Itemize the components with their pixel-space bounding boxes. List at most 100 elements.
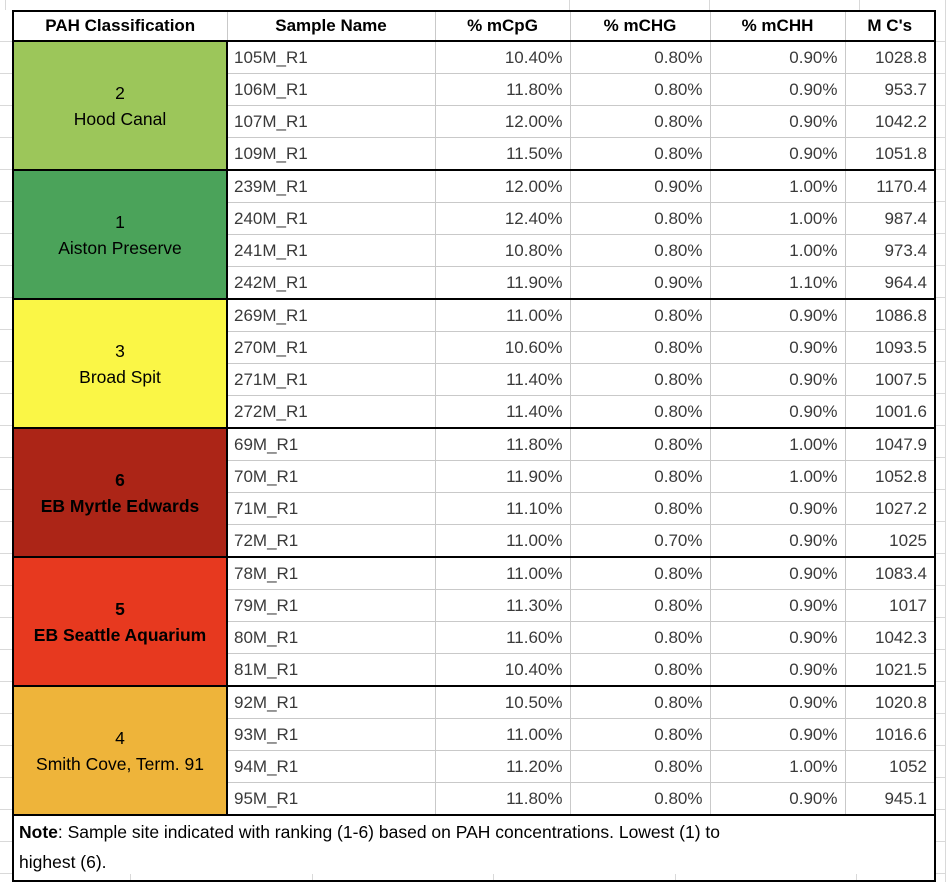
sample-name-cell[interactable]: 271M_R1 [226, 363, 436, 396]
classification-cell[interactable]: 2 Hood Canal [12, 40, 228, 171]
sample-name-cell[interactable]: 270M_R1 [226, 331, 436, 364]
mcpg-cell[interactable]: 11.10% [434, 492, 571, 525]
mcpg-cell[interactable]: 11.40% [434, 363, 571, 396]
mcpg-cell[interactable]: 11.60% [434, 621, 571, 654]
mcs-cell[interactable]: 1007.5 [844, 363, 936, 396]
mcs-cell[interactable]: 1017 [844, 589, 936, 622]
sample-name-cell[interactable]: 81M_R1 [226, 653, 436, 687]
sample-name-cell[interactable]: 71M_R1 [226, 492, 436, 525]
mchg-cell[interactable]: 0.80% [569, 427, 711, 461]
sample-name-cell[interactable]: 92M_R1 [226, 685, 436, 719]
sample-name-cell[interactable]: 272M_R1 [226, 395, 436, 429]
mchh-cell[interactable]: 0.90% [709, 653, 846, 687]
mcs-cell[interactable]: 953.7 [844, 73, 936, 106]
mchh-cell[interactable]: 1.00% [709, 202, 846, 235]
mchh-cell[interactable]: 0.90% [709, 718, 846, 751]
mchh-cell[interactable]: 0.90% [709, 524, 846, 558]
mchh-cell[interactable]: 0.90% [709, 621, 846, 654]
mcs-cell[interactable]: 1016.6 [844, 718, 936, 751]
mchh-cell[interactable]: 0.90% [709, 363, 846, 396]
sample-name-cell[interactable]: 93M_R1 [226, 718, 436, 751]
sample-name-cell[interactable]: 105M_R1 [226, 40, 436, 74]
mchg-cell[interactable]: 0.80% [569, 782, 711, 816]
column-header-mcpg[interactable]: % mCpG [434, 10, 571, 42]
sample-name-cell[interactable]: 239M_R1 [226, 169, 436, 203]
sample-name-cell[interactable]: 109M_R1 [226, 137, 436, 171]
classification-cell[interactable]: 3 Broad Spit [12, 298, 228, 429]
mcs-cell[interactable]: 1042.2 [844, 105, 936, 138]
mcs-cell[interactable]: 1025 [844, 524, 936, 558]
mchh-cell[interactable]: 0.90% [709, 40, 846, 74]
mchg-cell[interactable]: 0.80% [569, 718, 711, 751]
mchg-cell[interactable]: 0.80% [569, 685, 711, 719]
mcpg-cell[interactable]: 11.80% [434, 427, 571, 461]
mchh-cell[interactable]: 1.00% [709, 427, 846, 461]
column-header-pah-classification[interactable]: PAH Classification [12, 10, 228, 42]
mchh-cell[interactable]: 0.90% [709, 589, 846, 622]
mchg-cell[interactable]: 0.80% [569, 621, 711, 654]
mchg-cell[interactable]: 0.90% [569, 266, 711, 300]
mchg-cell[interactable]: 0.80% [569, 395, 711, 429]
mcs-cell[interactable]: 1042.3 [844, 621, 936, 654]
mcpg-cell[interactable]: 11.80% [434, 782, 571, 816]
mcpg-cell[interactable]: 10.60% [434, 331, 571, 364]
mchh-cell[interactable]: 0.90% [709, 331, 846, 364]
mcpg-cell[interactable]: 10.80% [434, 234, 571, 267]
mcs-cell[interactable]: 1083.4 [844, 556, 936, 590]
mchh-cell[interactable]: 1.00% [709, 460, 846, 493]
mcpg-cell[interactable]: 11.20% [434, 750, 571, 783]
mchh-cell[interactable]: 0.90% [709, 492, 846, 525]
mchg-cell[interactable]: 0.80% [569, 556, 711, 590]
mcs-cell[interactable]: 1021.5 [844, 653, 936, 687]
sample-name-cell[interactable]: 95M_R1 [226, 782, 436, 816]
mcpg-cell[interactable]: 11.00% [434, 718, 571, 751]
mchh-cell[interactable]: 1.00% [709, 169, 846, 203]
sample-name-cell[interactable]: 269M_R1 [226, 298, 436, 332]
mcs-cell[interactable]: 1086.8 [844, 298, 936, 332]
mchg-cell[interactable]: 0.70% [569, 524, 711, 558]
classification-cell[interactable]: 4 Smith Cove, Term. 91 [12, 685, 228, 816]
mcs-cell[interactable]: 1047.9 [844, 427, 936, 461]
mcs-cell[interactable]: 1052.8 [844, 460, 936, 493]
note-cell[interactable]: Note: Sample site indicated with ranking… [12, 814, 936, 882]
mcpg-cell[interactable]: 11.90% [434, 460, 571, 493]
mcs-cell[interactable]: 987.4 [844, 202, 936, 235]
mchg-cell[interactable]: 0.80% [569, 105, 711, 138]
mcs-cell[interactable]: 1001.6 [844, 395, 936, 429]
classification-cell[interactable]: 5 EB Seattle Aquarium [12, 556, 228, 687]
mchh-cell[interactable]: 0.90% [709, 395, 846, 429]
mchh-cell[interactable]: 0.90% [709, 298, 846, 332]
sample-name-cell[interactable]: 70M_R1 [226, 460, 436, 493]
mcpg-cell[interactable]: 12.40% [434, 202, 571, 235]
mchh-cell[interactable]: 0.90% [709, 685, 846, 719]
column-header-mcs[interactable]: M C's [844, 10, 936, 42]
mcs-cell[interactable]: 1052 [844, 750, 936, 783]
sample-name-cell[interactable]: 242M_R1 [226, 266, 436, 300]
sample-name-cell[interactable]: 79M_R1 [226, 589, 436, 622]
mcpg-cell[interactable]: 11.80% [434, 73, 571, 106]
mchh-cell[interactable]: 0.90% [709, 556, 846, 590]
column-header-mchg[interactable]: % mCHG [569, 10, 711, 42]
mchg-cell[interactable]: 0.80% [569, 750, 711, 783]
mchg-cell[interactable]: 0.80% [569, 73, 711, 106]
column-header-mchh[interactable]: % mCHH [709, 10, 846, 42]
mchh-cell[interactable]: 0.90% [709, 105, 846, 138]
mchg-cell[interactable]: 0.80% [569, 492, 711, 525]
mchg-cell[interactable]: 0.80% [569, 653, 711, 687]
sample-name-cell[interactable]: 241M_R1 [226, 234, 436, 267]
column-header-sample-name[interactable]: Sample Name [226, 10, 436, 42]
mchh-cell[interactable]: 0.90% [709, 782, 846, 816]
mcs-cell[interactable]: 973.4 [844, 234, 936, 267]
mcs-cell[interactable]: 964.4 [844, 266, 936, 300]
sample-name-cell[interactable]: 80M_R1 [226, 621, 436, 654]
mcpg-cell[interactable]: 12.00% [434, 105, 571, 138]
mcpg-cell[interactable]: 11.00% [434, 298, 571, 332]
mcs-cell[interactable]: 1170.4 [844, 169, 936, 203]
mchh-cell[interactable]: 1.10% [709, 266, 846, 300]
mchg-cell[interactable]: 0.80% [569, 298, 711, 332]
mchg-cell[interactable]: 0.80% [569, 234, 711, 267]
mcpg-cell[interactable]: 11.30% [434, 589, 571, 622]
mcs-cell[interactable]: 1028.8 [844, 40, 936, 74]
mchg-cell[interactable]: 0.90% [569, 169, 711, 203]
sample-name-cell[interactable]: 94M_R1 [226, 750, 436, 783]
